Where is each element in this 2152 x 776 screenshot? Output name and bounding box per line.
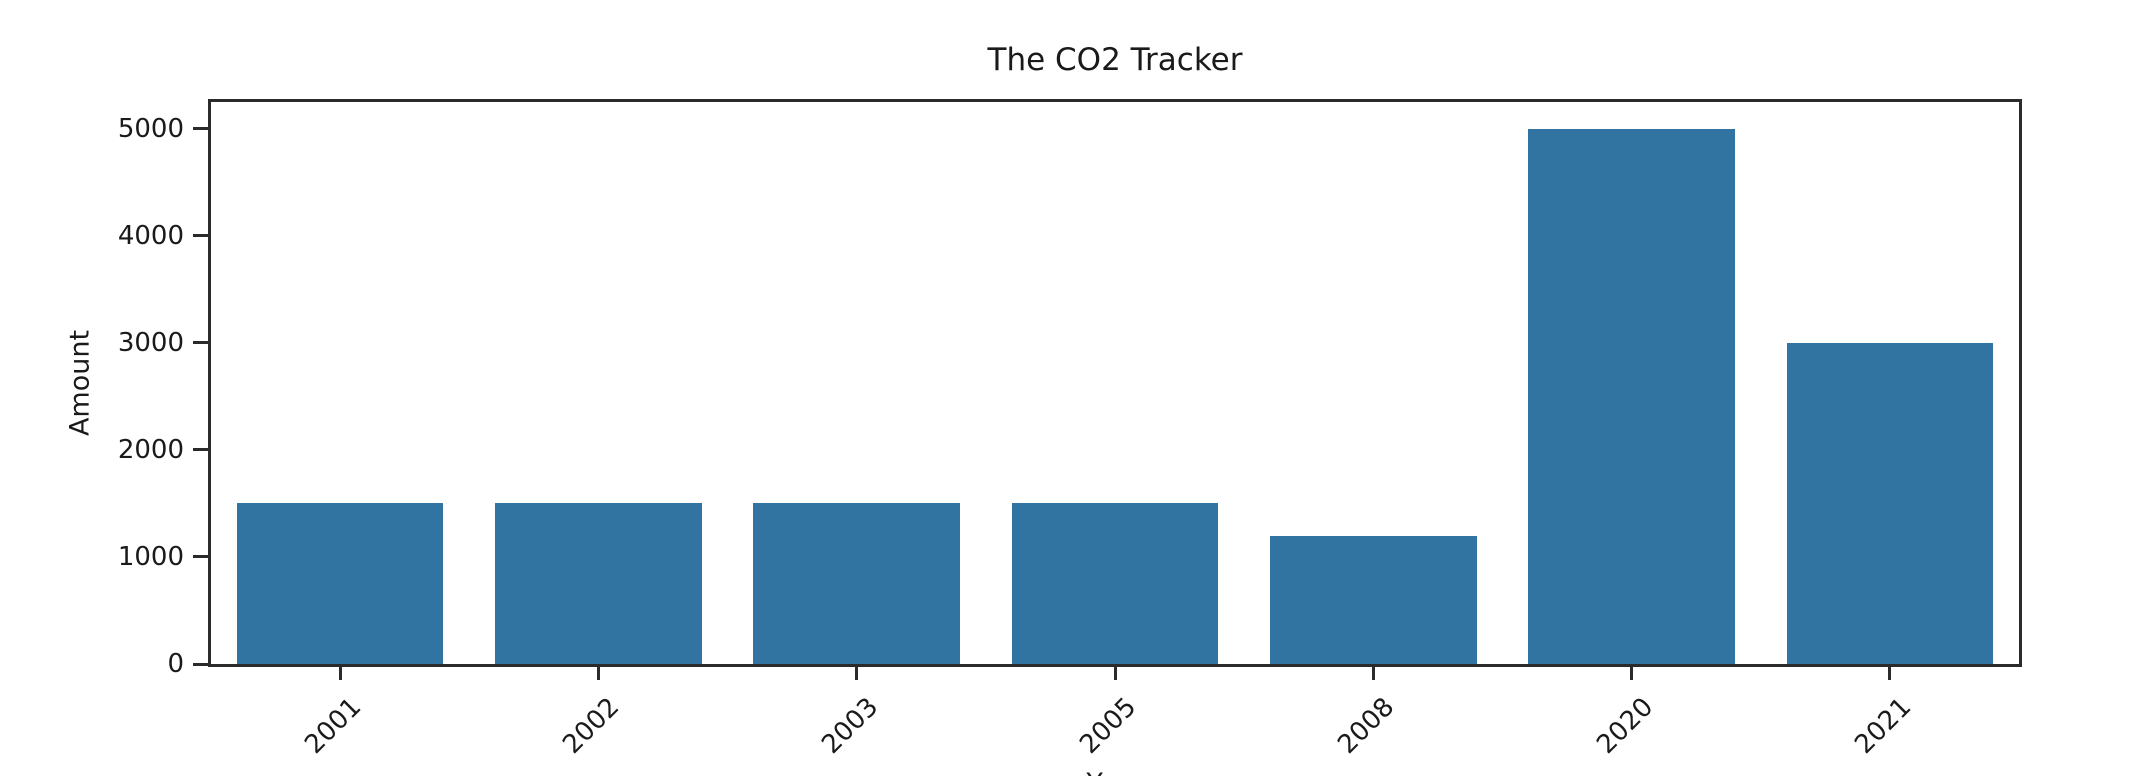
- x-tick-mark-2002: [596, 667, 600, 680]
- chart-title: The CO2 Tracker: [987, 42, 1243, 78]
- y-tick-mark-0: [193, 662, 208, 666]
- y-tick-mark-1000: [193, 555, 208, 559]
- bar-2001: [236, 503, 444, 664]
- y-tick-mark-4000: [193, 234, 208, 238]
- y-tick-label: 0: [167, 649, 184, 679]
- y-tick-mark-5000: [193, 127, 208, 131]
- x-tick-mark-2020: [1630, 667, 1634, 680]
- x-tick-label: 2008: [1332, 692, 1401, 761]
- bar-2021: [1786, 342, 1994, 664]
- x-tick-mark-2008: [1371, 667, 1375, 680]
- x-axis-label: Year: [208, 768, 2022, 776]
- x-tick-label: 2002: [557, 692, 626, 761]
- x-tick-mark-2021: [1888, 667, 1892, 680]
- x-tick-label: 2021: [1849, 692, 1918, 761]
- y-tick-label: 3000: [117, 327, 184, 358]
- bar-2003: [753, 503, 961, 664]
- y-tick-label: 5000: [117, 113, 184, 144]
- bar-2002: [495, 503, 702, 664]
- x-tick-mark-2005: [1113, 667, 1117, 680]
- y-tick-label: 2000: [117, 434, 184, 465]
- x-tick-mark-2001: [338, 667, 342, 680]
- bar-2005: [1011, 503, 1219, 664]
- x-tick-mark-2003: [855, 667, 859, 680]
- x-tick-label: 2020: [1590, 692, 1659, 761]
- y-tick-mark-2000: [193, 448, 208, 452]
- y-tick-mark-3000: [193, 341, 208, 345]
- bar-2020: [1528, 128, 1735, 664]
- y-tick-label: 1000: [117, 541, 184, 572]
- x-tick-label: 2001: [299, 692, 368, 761]
- x-tick-label: 2005: [1074, 692, 1143, 761]
- y-tick-label: 4000: [117, 220, 184, 251]
- bar-2008: [1269, 535, 1477, 664]
- plot-area: [208, 99, 2022, 667]
- x-tick-label: 2003: [815, 692, 884, 761]
